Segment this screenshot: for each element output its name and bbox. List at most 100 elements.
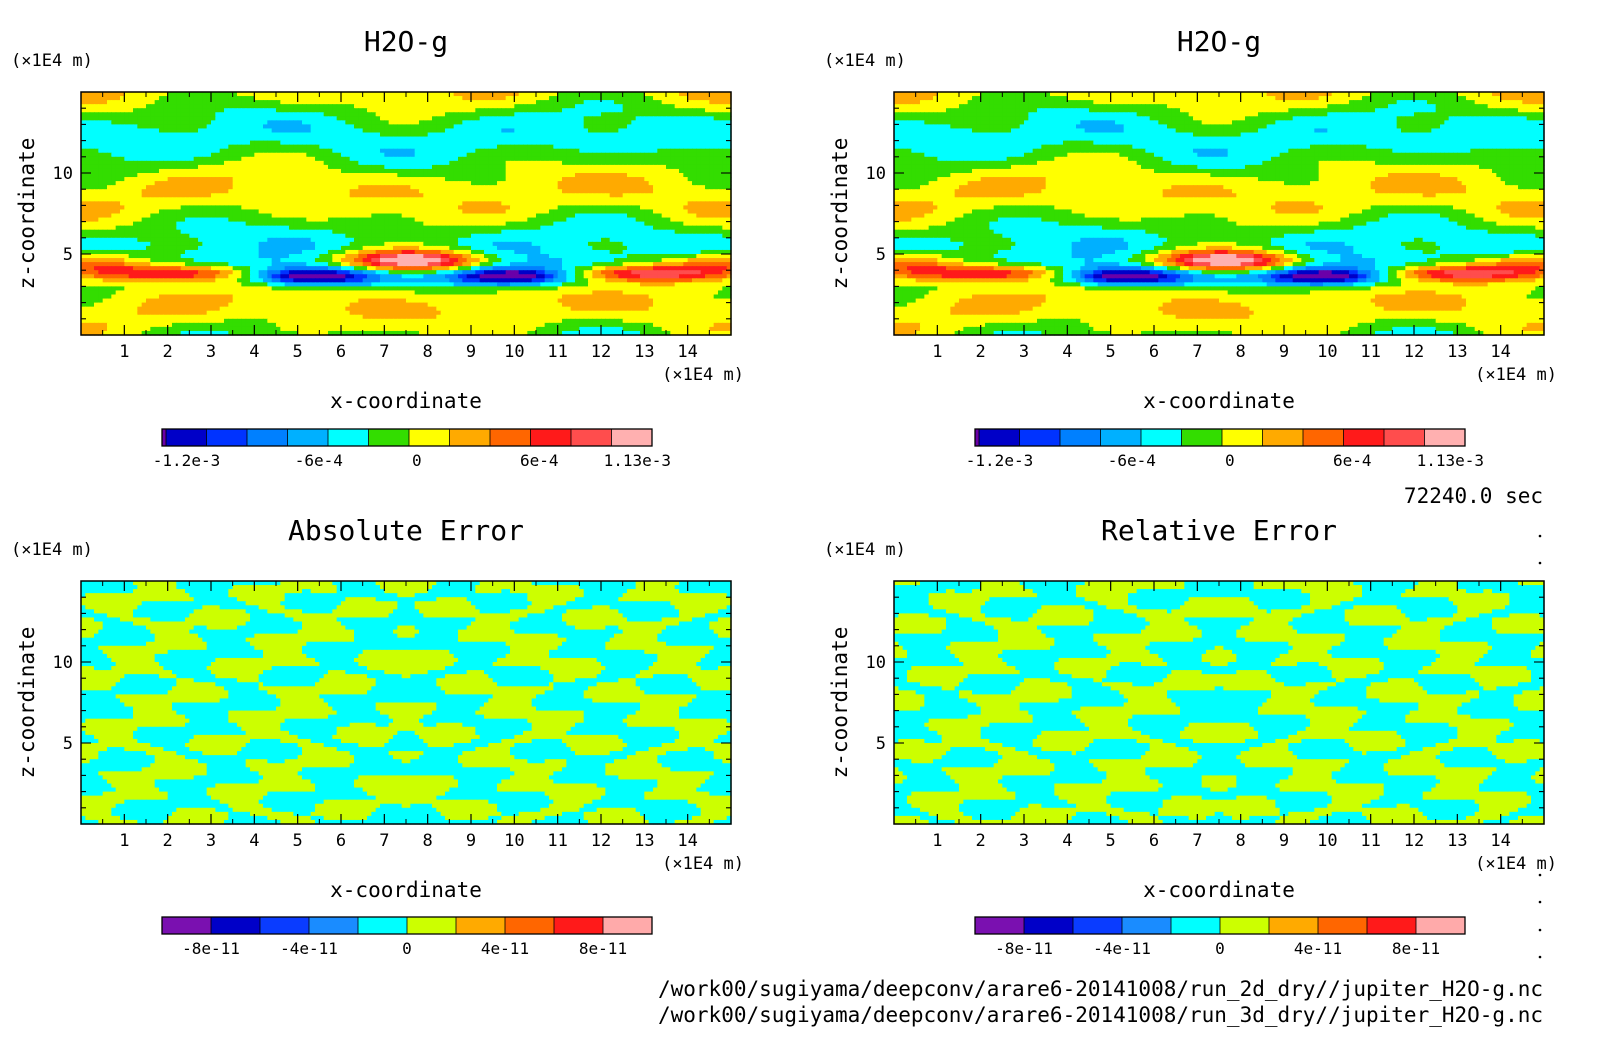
contour-cell [311, 197, 316, 202]
contour-cell [302, 222, 307, 227]
contour-cell [562, 112, 567, 117]
contour-cell [514, 181, 519, 186]
contour-cell [575, 185, 580, 190]
contour-cell [129, 193, 134, 198]
contour-cell [228, 189, 233, 194]
contour-cell [142, 218, 147, 223]
contour-cell [679, 100, 684, 105]
contour-cell [532, 161, 537, 166]
contour-cell [272, 157, 277, 162]
contour-cell [675, 173, 680, 178]
contour-cell [631, 133, 636, 138]
contour-cell [107, 185, 112, 190]
contour-cell [246, 173, 251, 178]
contour-cell [657, 205, 662, 210]
contour-cell [688, 153, 693, 158]
contour-cell [254, 209, 259, 214]
contour-cell [566, 108, 571, 113]
contour-cell [124, 141, 129, 146]
contour-cell [124, 161, 129, 166]
contour-cell [363, 169, 368, 174]
y-unit-label: (×1E4 m) [11, 51, 93, 71]
contour-cell [155, 209, 160, 214]
contour-cell [246, 193, 251, 198]
contour-cell [618, 124, 623, 129]
contour-cell [493, 133, 498, 138]
contour-cell [198, 214, 203, 219]
contour-cell [432, 209, 437, 214]
contour-cell [276, 157, 281, 162]
contour-cell [246, 157, 251, 162]
contour-cell [298, 100, 303, 105]
contour-cell [146, 133, 151, 138]
contour-cell [410, 218, 415, 223]
contour-cell [631, 112, 636, 117]
contour-cell [194, 222, 199, 227]
contour-cell [224, 209, 229, 214]
contour-cell [142, 161, 147, 166]
contour-cell [423, 141, 428, 146]
contour-cell [523, 173, 528, 178]
contour-cell [549, 112, 554, 117]
contour-cell [285, 173, 290, 178]
contour-cell [103, 149, 108, 154]
contour-cell [462, 116, 467, 121]
contour-cell [384, 120, 389, 125]
contour-cell [159, 201, 164, 206]
contour-cell [319, 112, 324, 117]
contour-cell [493, 120, 498, 125]
contour-cell [324, 153, 329, 158]
contour-cell [688, 100, 693, 105]
contour-cell [241, 193, 246, 198]
contour-cell [545, 141, 550, 146]
contour-cell [129, 108, 134, 113]
contour-cell [185, 141, 190, 146]
contour-cell [527, 189, 532, 194]
contour-cell [120, 226, 125, 231]
contour-cell [454, 185, 459, 190]
contour-cell [428, 108, 433, 113]
contour-cell [155, 145, 160, 150]
contour-cell [636, 222, 641, 227]
contour-cell [393, 100, 398, 105]
contour-cell [358, 201, 363, 206]
contour-cell [696, 124, 701, 129]
contour-cell [692, 185, 697, 190]
contour-cell [358, 128, 363, 133]
contour-cell [636, 124, 641, 129]
contour-cell [423, 133, 428, 138]
contour-cell [133, 185, 138, 190]
contour-cell [324, 133, 329, 138]
contour-cell [653, 218, 658, 223]
contour-cell [493, 100, 498, 105]
contour-cell [618, 165, 623, 170]
contour-cell [228, 185, 233, 190]
contour-cell [415, 149, 420, 154]
contour-cell [280, 157, 285, 162]
contour-cell [423, 173, 428, 178]
contour-cell [98, 149, 103, 154]
contour-cell [428, 137, 433, 142]
contour-cell [506, 205, 511, 210]
contour-cell [163, 169, 168, 174]
contour-cell [163, 165, 168, 170]
contour-cell [354, 209, 359, 214]
contour-cell [376, 197, 381, 202]
contour-cell [120, 222, 125, 227]
contour-cell [467, 201, 472, 206]
contour-cell [510, 141, 515, 146]
contour-cell [120, 214, 125, 219]
contour-cell [506, 104, 511, 109]
contour-cell [194, 214, 199, 219]
contour-cell [267, 145, 272, 150]
contour-cell [354, 96, 359, 101]
contour-cell [324, 177, 329, 182]
contour-cell [480, 112, 485, 117]
contour-cell [618, 161, 623, 166]
contour-cell [90, 128, 95, 133]
contour-cell [718, 185, 723, 190]
contour-cell [133, 205, 138, 210]
contour-cell [415, 137, 420, 142]
contour-cell [454, 116, 459, 121]
contour-cell [662, 124, 667, 129]
